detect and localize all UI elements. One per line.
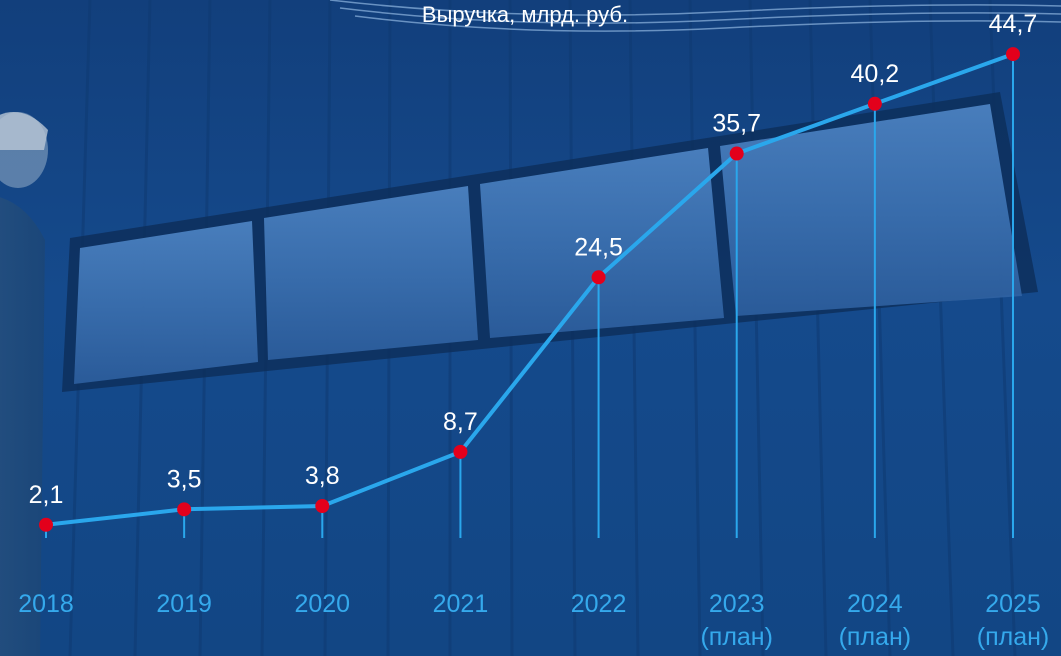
data-point (729, 146, 744, 161)
series-line (44, 52, 1015, 527)
x-axis-labels: 2018 2019 2020 2021 2022 2023 (план) 2024 (план)… (18, 590, 1049, 651)
x-tick-label: 2021 (433, 590, 489, 618)
data-label: 3,5 (167, 465, 202, 493)
data-point (591, 270, 606, 285)
data-markers (39, 47, 1020, 532)
data-point (39, 517, 53, 532)
data-label: 8,7 (443, 408, 478, 436)
x-tick-note: (план) (700, 623, 773, 651)
data-point (867, 96, 882, 111)
data-point (177, 502, 192, 517)
data-label: 24,5 (574, 233, 623, 261)
chart-title: Выручка, млрд. руб. (422, 2, 628, 27)
worker-figure (0, 112, 48, 656)
x-tick-label: 2020 (294, 590, 350, 618)
x-tick-label: 2019 (156, 590, 212, 618)
x-tick-label: 2025 (985, 590, 1041, 618)
drop-lines (45, 54, 1014, 538)
data-label: 44,7 (989, 10, 1038, 38)
x-tick-label: 2023 (709, 590, 765, 618)
x-tick-label: 2022 (571, 590, 627, 618)
data-label: 35,7 (712, 110, 761, 138)
data-label: 3,8 (305, 462, 340, 490)
x-tick-note: (план) (839, 623, 912, 651)
x-tick-label: 2018 (18, 590, 74, 618)
x-tick-note: (план) (977, 623, 1050, 651)
data-label: 40,2 (851, 60, 900, 88)
data-point (315, 499, 330, 514)
data-point (1006, 47, 1020, 62)
x-tick-label: 2024 (847, 590, 903, 618)
roof-edge (329, 0, 1061, 32)
value-labels: 2,1 3,5 3,8 8,7 24,5 35,7 40,2 44,7 (29, 10, 1038, 509)
data-point (453, 444, 468, 459)
data-label: 2,1 (29, 481, 64, 509)
window-band (62, 92, 1038, 392)
